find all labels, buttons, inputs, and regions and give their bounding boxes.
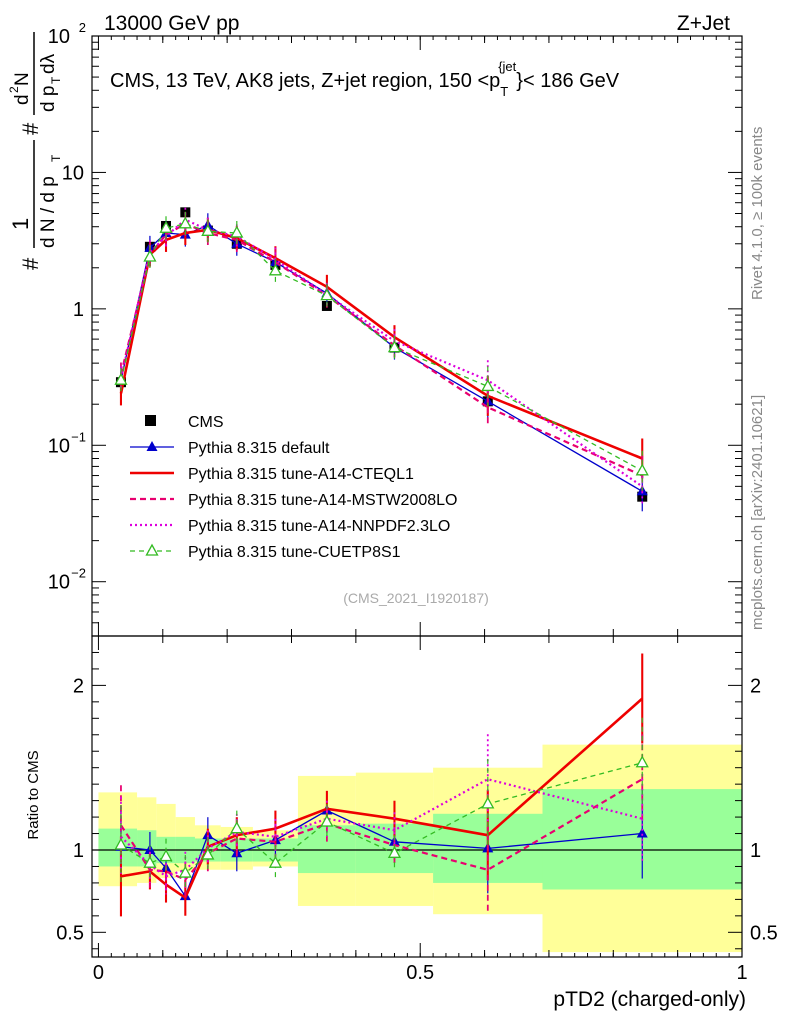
legend-entry-1: Pythia 8.315 default bbox=[130, 440, 330, 457]
ratio-bands bbox=[92, 744, 742, 953]
x-tick-label: 1 bbox=[736, 962, 747, 984]
ratio-point bbox=[230, 821, 244, 834]
y-tick-label: 10 bbox=[48, 572, 70, 594]
ratio-point bbox=[387, 845, 402, 858]
legend: CMS Pythia 8.315 default Pythia 8.315 tune… bbox=[130, 414, 457, 561]
rivet-label: Rivet 4.1.0, ≥ 100k events bbox=[749, 127, 766, 300]
svg-text:d N / d p: d N / d p bbox=[38, 176, 59, 248]
svg-text:1: 1 bbox=[8, 218, 33, 230]
legend-label: Pythia 8.315 tune-A14-NNPDF2.3LO bbox=[188, 518, 450, 535]
legend-marker bbox=[146, 441, 158, 451]
ratio-y-tick-label-right: 2 bbox=[750, 675, 761, 697]
data-point bbox=[178, 216, 192, 229]
legend-marker bbox=[145, 543, 159, 556]
data-point bbox=[114, 372, 128, 385]
series-line bbox=[120, 223, 643, 472]
svg-text:d p: d p bbox=[38, 86, 59, 112]
data-point bbox=[159, 220, 173, 233]
y-tick-label: 10 bbox=[62, 162, 84, 184]
series-4 bbox=[119, 207, 644, 507]
y-tick-exponent: −2 bbox=[71, 566, 86, 581]
legend-label: Pythia 8.315 tune-CUETP8S1 bbox=[188, 544, 401, 561]
series-5 bbox=[114, 211, 649, 491]
main-series bbox=[114, 207, 649, 512]
svg-text:d: d bbox=[12, 94, 33, 105]
svg-text:T: T bbox=[49, 76, 63, 84]
ratio-point bbox=[320, 814, 334, 827]
ratio-point bbox=[143, 855, 157, 868]
ratio-y-tick-label: 0.5 bbox=[56, 922, 84, 944]
legend-entry-0: CMS bbox=[145, 414, 224, 431]
x-tick-label: 0 bbox=[93, 962, 104, 984]
legend-entry-3: Pythia 8.315 tune-A14-MSTW2008LO bbox=[130, 492, 457, 509]
legend-entry-4: Pythia 8.315 tune-A14-NNPDF2.3LO bbox=[130, 518, 450, 535]
svg-text:T: T bbox=[49, 154, 63, 162]
analysis-tag: (CMS_2021_I1920187) bbox=[343, 590, 489, 606]
legend-marker bbox=[145, 415, 156, 426]
y-tick-exponent: −1 bbox=[71, 429, 86, 444]
stat-band bbox=[137, 830, 157, 867]
data-point bbox=[481, 379, 495, 392]
ratio-y-tick-label: 1 bbox=[73, 840, 84, 862]
x-tick-label: 0.5 bbox=[406, 962, 434, 984]
data-point bbox=[486, 406, 489, 409]
header-left: 13000 GeV pp bbox=[104, 12, 239, 35]
mcplots-label: mcplots.cern.ch [arXiv:2401.10621] bbox=[749, 395, 766, 630]
ratio-y-tick-label-right: 1 bbox=[750, 840, 761, 862]
data-point bbox=[387, 340, 402, 353]
x-axis-label: pTD2 (charged-only) bbox=[553, 988, 746, 1011]
ratio-panel: 0.5 0.51 12 20 0.5 1 bbox=[56, 635, 778, 984]
data-point bbox=[268, 263, 283, 276]
legend-entry-5: Pythia 8.315 tune-CUETP8S1 bbox=[130, 543, 401, 561]
ratio-point bbox=[178, 865, 192, 878]
data-point bbox=[143, 249, 157, 262]
y-tick-exponent: 2 bbox=[79, 20, 86, 35]
y-tick-label: 10 bbox=[48, 26, 70, 48]
data-point bbox=[635, 463, 649, 476]
svg-text:#: # bbox=[18, 257, 43, 270]
ratio-point bbox=[268, 855, 283, 868]
ratio-frame: 0.5 0.51 12 20 0.5 1 bbox=[56, 635, 778, 984]
ratio-series bbox=[114, 653, 649, 917]
ratio-point bbox=[201, 847, 215, 860]
data-point bbox=[120, 392, 122, 395]
ratio-point bbox=[159, 849, 173, 862]
ratio-ylabel: Ratio to CMS bbox=[25, 750, 42, 839]
main-ylabel: # 1 d N / d p T # d 2 N d p T dλ bbox=[7, 32, 63, 270]
legend-label: Pythia 8.315 default bbox=[188, 440, 330, 457]
data-point bbox=[320, 288, 334, 301]
series-0 bbox=[115, 207, 648, 502]
svg-text:N: N bbox=[12, 72, 33, 86]
series-line bbox=[119, 222, 643, 477]
legend-label: CMS bbox=[188, 414, 224, 431]
ratio-point bbox=[636, 827, 648, 838]
ratio-y-tick-label-right: 0.5 bbox=[750, 922, 778, 944]
svg-text:dλ: dλ bbox=[38, 53, 59, 74]
ratio-point bbox=[114, 837, 128, 850]
plot-title: CMS, 13 TeV, AK8 jets, Z+jet region, 150… bbox=[110, 59, 620, 99]
data-point bbox=[230, 225, 244, 238]
ratio-line bbox=[120, 778, 643, 881]
header-right: Z+Jet bbox=[677, 12, 730, 35]
ratio-point bbox=[635, 755, 649, 768]
ratio-border bbox=[91, 635, 743, 958]
legend-entry-2: Pythia 8.315 tune-A14-CTEQL1 bbox=[130, 466, 414, 483]
legend-label: Pythia 8.315 tune-A14-MSTW2008LO bbox=[188, 492, 457, 509]
data-point bbox=[641, 485, 644, 488]
svg-text:#: # bbox=[18, 122, 43, 135]
ratio-series-4 bbox=[114, 717, 649, 892]
ratio-point bbox=[481, 796, 495, 809]
y-tick-label: 1 bbox=[73, 299, 84, 321]
ratio-y-tick-label: 2 bbox=[73, 675, 84, 697]
svg-text:2: 2 bbox=[7, 86, 21, 93]
legend-label: Pythia 8.315 tune-A14-CTEQL1 bbox=[188, 466, 414, 483]
data-point bbox=[201, 223, 215, 236]
y-tick-label: 10 bbox=[48, 435, 70, 457]
